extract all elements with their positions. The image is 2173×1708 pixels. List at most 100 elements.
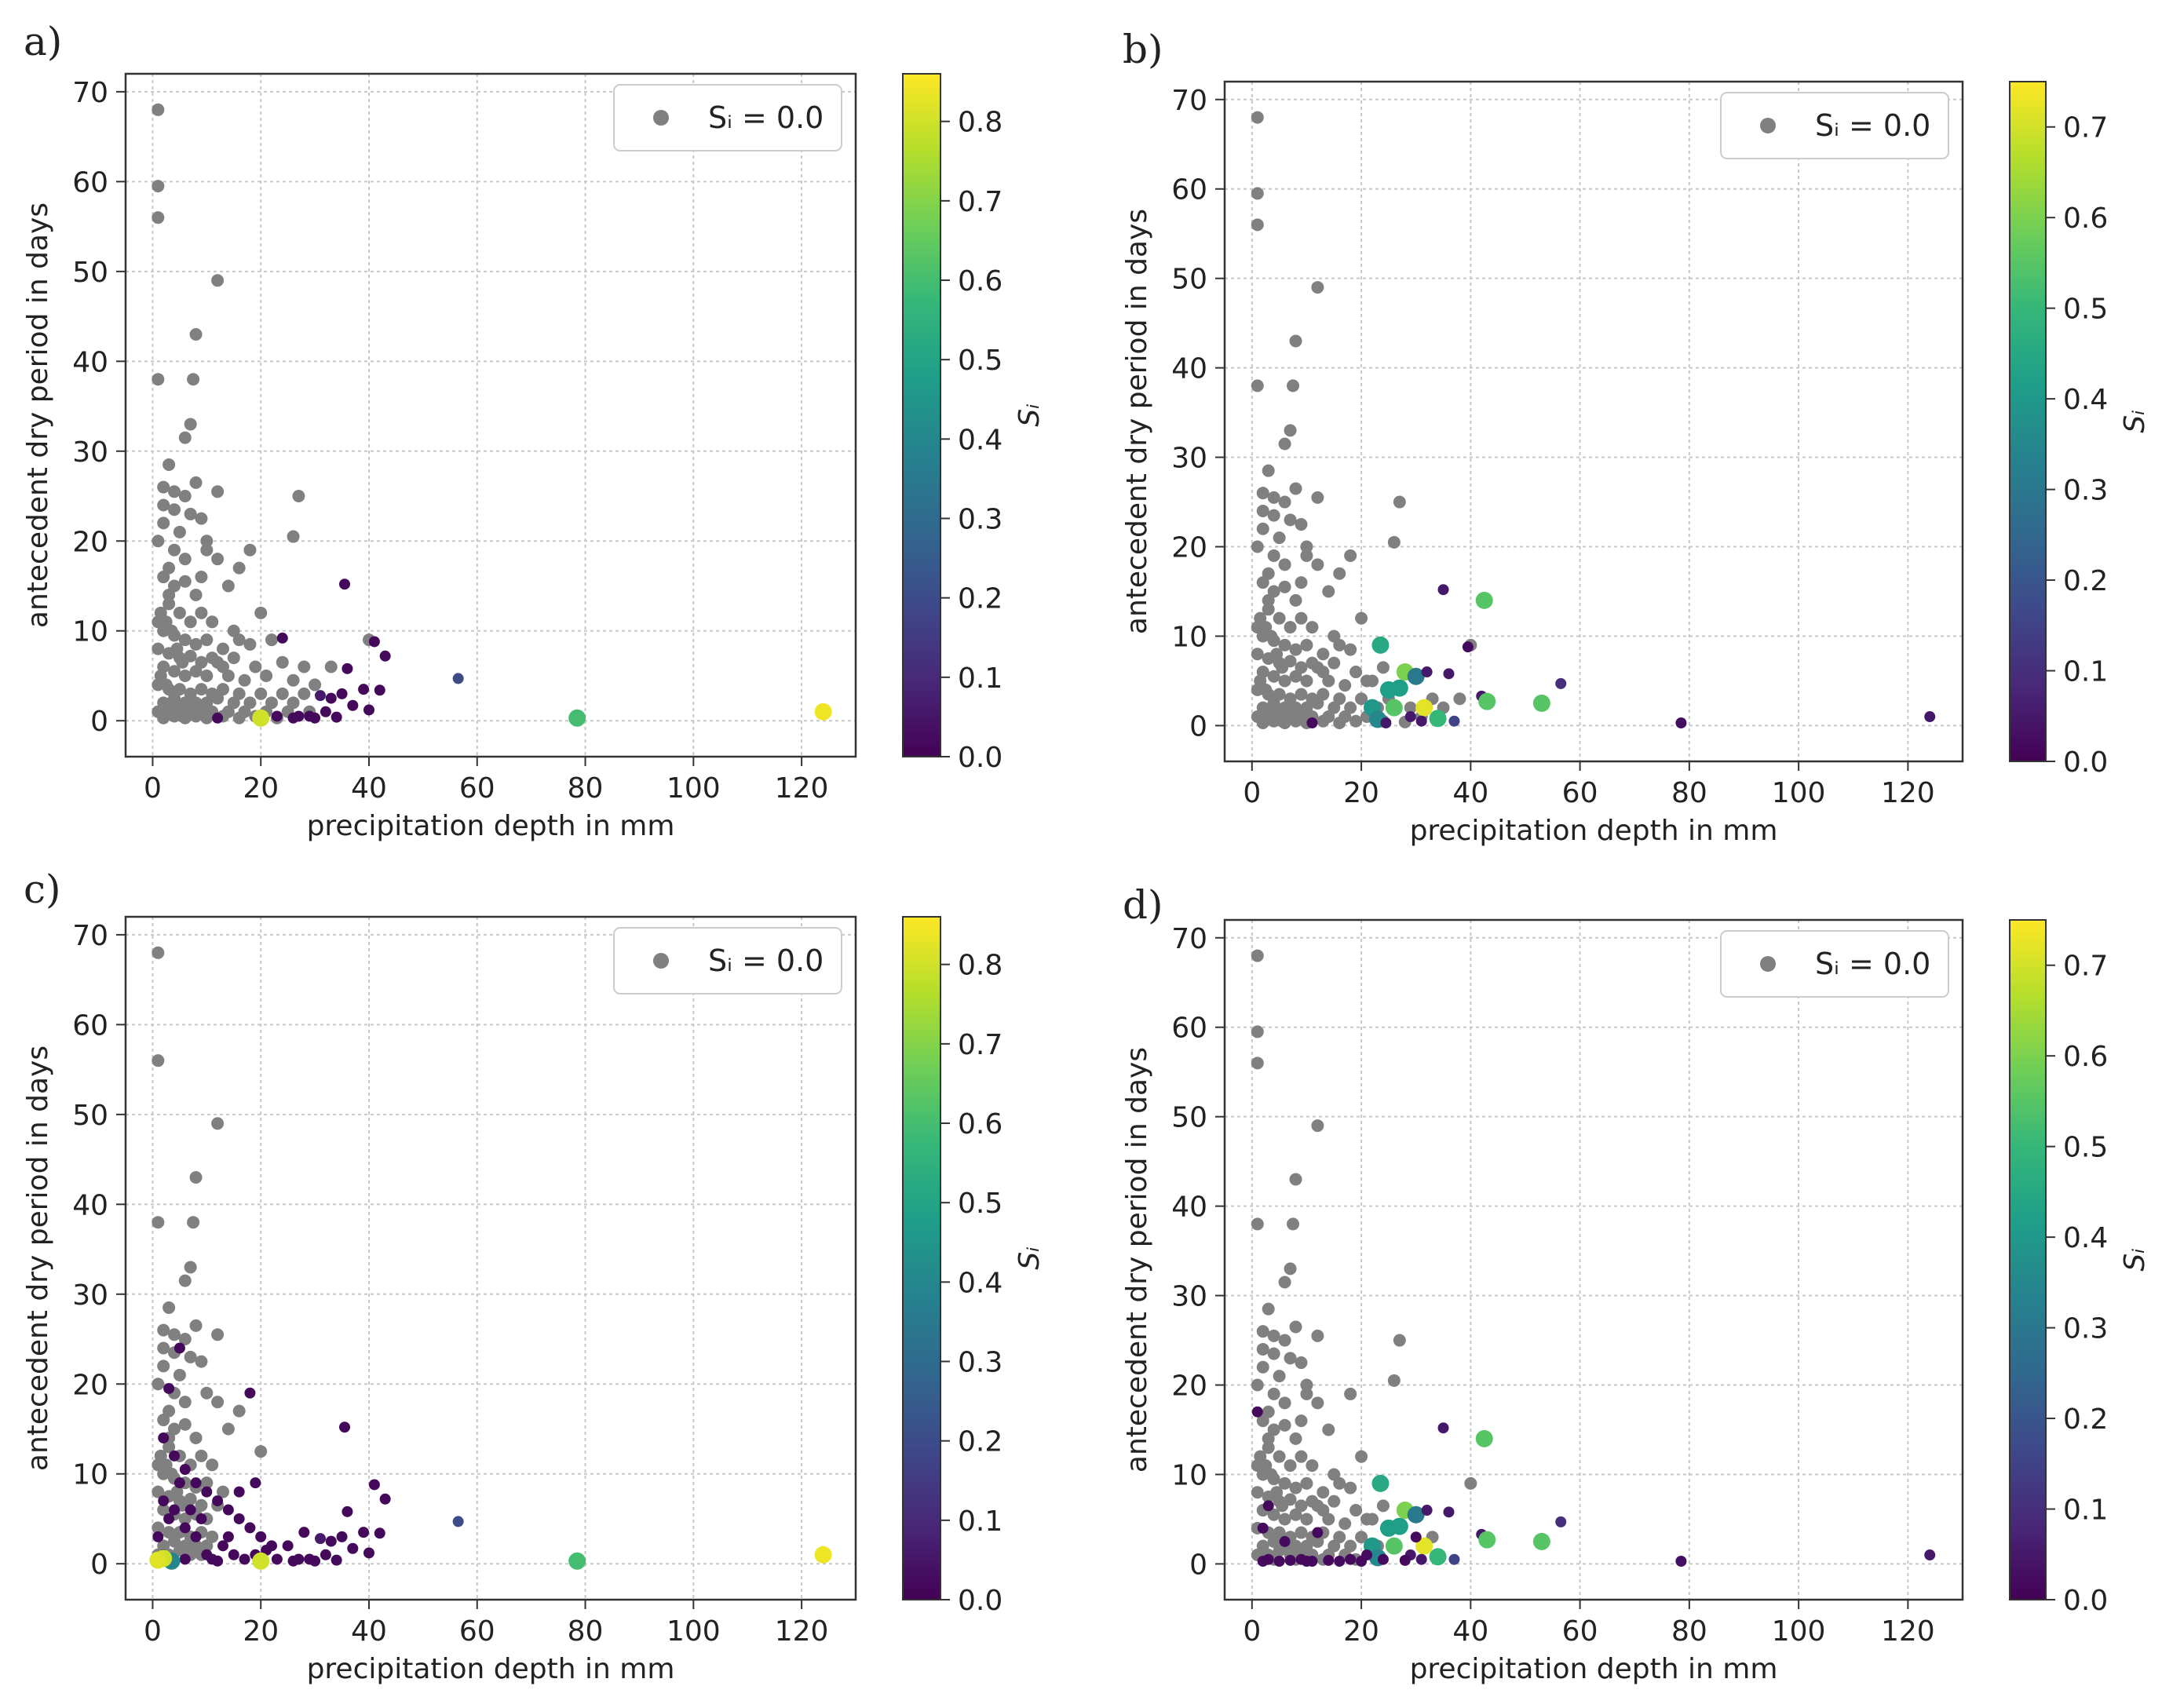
data-point [1300,1513,1313,1526]
data-point [1443,668,1455,680]
data-point [158,1432,170,1443]
data-point [1475,1429,1493,1447]
colorbar-tick-label: 0.0 [2063,746,2108,779]
colorbar: 0.0 0.1 0.2 0.3 0.4 0.5 0.6 0.7 0.8 Sᵢ [902,73,1046,774]
data-point [200,1476,214,1490]
data-point [1276,1499,1289,1513]
data-point [169,1450,180,1462]
colorbar-tick-label: 0.3 [2063,475,2108,507]
data-point [1421,666,1433,678]
data-point [1262,567,1275,580]
x-tick-label: 40 [1452,777,1488,809]
data-point [1273,531,1286,545]
data-point [1393,495,1406,509]
data-point [163,561,176,575]
data-point [1267,509,1280,522]
y-tick-label: 50 [1171,264,1207,296]
x-tick-label: 60 [1562,777,1598,809]
data-point [1311,1329,1324,1342]
data-point [152,211,165,224]
colorbar-label: Sᵢ [1013,403,1046,426]
data-point [254,687,268,700]
data-point [1355,1531,1368,1544]
data-point [250,1477,261,1489]
data-point [200,711,214,724]
data-point [1475,591,1493,609]
data-point [1385,1537,1403,1555]
data-point [211,274,225,287]
data-point [212,1555,224,1567]
data-point [1385,699,1403,717]
data-point [374,684,385,696]
x-tick-label: 100 [667,1615,721,1648]
colorbar-tick-label: 0.7 [2063,951,2108,983]
data-point [1289,334,1302,348]
y-tick-label: 60 [1171,1013,1207,1045]
data-point [1404,701,1417,714]
data-point [157,480,170,494]
x-tick-label: 0 [144,772,162,805]
data-point [157,1359,170,1373]
x-tick-label: 60 [459,1615,495,1648]
data-point [238,673,251,687]
data-point [1924,1549,1936,1561]
data-point [178,633,192,647]
y-tick-label: 70 [72,920,108,952]
data-point [358,684,370,695]
data-point [325,1535,337,1547]
y-tick-label: 0 [90,1549,108,1581]
colorbar-tick-label: 0.2 [2063,565,2108,597]
y-tick-label: 60 [72,166,108,199]
data-point [1407,1505,1425,1524]
data-point [184,615,197,629]
data-point [1256,487,1269,500]
x-tick-label: 0 [1243,777,1261,809]
data-point [1295,1526,1308,1539]
data-point [1287,1217,1300,1231]
data-point [152,535,165,548]
data-point [265,633,278,647]
data-point [157,516,170,530]
data-point [244,1522,256,1534]
x-axis-label: precipitation depth in mm [307,810,675,842]
y-tick-label: 20 [72,526,108,558]
data-point [1407,667,1425,685]
data-point [1311,1119,1324,1133]
data-point [1289,670,1302,683]
data-point [1532,694,1550,712]
data-point [1267,1387,1280,1400]
data-point [1289,1481,1302,1494]
data-point [243,637,257,651]
colorbar-label: Sᵢ [1013,1246,1046,1269]
legend-label: Sᵢ = 0.0 [1815,947,1930,981]
data-point [157,711,170,724]
legend-box [1720,92,1949,159]
data-point [1295,688,1308,701]
colorbar: 0.0 0.1 0.2 0.3 0.4 0.5 0.6 0.7 0.8 Sᵢ [902,916,1046,1617]
y-tick-label: 40 [1171,353,1207,385]
data-point [1284,1352,1297,1365]
data-point [168,485,181,498]
data-point [206,651,219,665]
colorbar-gradient [2009,919,2047,1600]
data-point [1311,696,1324,710]
data-point [1257,1522,1269,1534]
y-tick-label: 10 [1171,1459,1207,1491]
y-tick-label: 50 [1171,1102,1207,1134]
legend-marker [1760,956,1776,972]
x-tick-label: 100 [1772,1615,1826,1648]
data-point [1300,1387,1313,1400]
data-point [336,688,348,699]
data-point [1349,666,1363,679]
data-point [1349,714,1363,728]
colorbar-tick-label: 0.4 [958,424,1003,456]
data-point [1448,1553,1460,1565]
data-point [814,1546,832,1564]
data-point [293,710,305,722]
data-point [1300,1378,1313,1392]
data-point [1265,1468,1278,1481]
plot-frame [1223,80,1964,763]
data-point [1256,1325,1269,1338]
data-point [200,543,214,557]
colorbar-tick-label: 0.8 [958,107,1003,139]
